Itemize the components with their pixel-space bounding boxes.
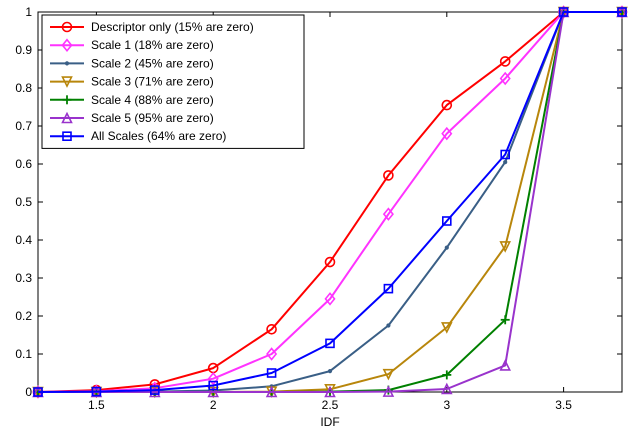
legend-item: Descriptor only (15% are zero) <box>50 20 254 34</box>
y-tick-label: 0.8 <box>15 81 32 95</box>
y-tick-label: 0.1 <box>15 347 32 361</box>
legend-label: Scale 3 (71% are zero) <box>91 75 214 89</box>
data-point-diamond <box>61 38 73 52</box>
series-line <box>38 11 622 393</box>
data-point-square <box>441 216 452 226</box>
legend-item: Scale 1 (18% are zero) <box>50 38 214 52</box>
data-point-triangle-down <box>382 368 395 381</box>
data-point-square <box>617 7 627 17</box>
data-point-dot <box>327 369 333 374</box>
data-point-dot <box>444 245 449 250</box>
data-point-circle <box>383 170 394 181</box>
data-point-circle <box>61 21 73 33</box>
data-point-circle <box>499 56 511 67</box>
legend-label: Scale 4 (88% are zero) <box>91 93 214 107</box>
data-point-triangle-up <box>382 385 395 397</box>
x-tick-label: 2.5 <box>322 398 339 412</box>
legend-item: Scale 4 (88% are zero) <box>50 93 214 107</box>
legend: Descriptor only (15% are zero) Scale 1 (1… <box>41 14 305 149</box>
data-point-square <box>33 387 43 397</box>
data-point-dot <box>386 323 391 328</box>
data-point-triangle-down <box>324 384 336 396</box>
series-line <box>37 11 622 393</box>
data-point-diamond <box>266 347 278 361</box>
data-point-circle <box>441 99 453 111</box>
data-point-triangle-up <box>149 385 161 398</box>
data-point-square <box>62 131 72 141</box>
legend-item: All Scales (64% are zero) <box>50 129 226 143</box>
y-tick-label: 0.7 <box>15 119 32 133</box>
data-point-triangle-down <box>441 322 453 334</box>
legend-label: All Scales (64% are zero) <box>91 129 226 143</box>
series-layer <box>32 5 628 399</box>
y-tick-label: 0.4 <box>15 233 32 247</box>
x-axis-label: IDF <box>320 415 339 429</box>
y-tick-label: 0.2 <box>15 309 32 323</box>
data-point-square <box>208 380 218 391</box>
data-point-dot <box>503 160 508 165</box>
data-point-diamond <box>441 126 453 141</box>
data-point-diamond <box>324 292 336 306</box>
data-point-triangle-up <box>499 359 511 371</box>
data-point-diamond <box>382 207 394 221</box>
data-point-plus <box>500 315 510 325</box>
data-point-square <box>325 338 335 349</box>
legend-item: Scale 2 (45% are zero) <box>50 56 214 70</box>
series <box>33 7 627 397</box>
data-point-square <box>383 283 394 294</box>
y-tick-label: 0 <box>25 385 32 399</box>
x-tick-label: 1.5 <box>88 398 105 412</box>
data-point-triangle-down <box>61 76 73 88</box>
data-point-triangle-up <box>61 111 73 124</box>
y-tick-label: 0.6 <box>15 157 32 171</box>
data-point-circle <box>266 323 277 335</box>
data-point-plus <box>62 95 72 105</box>
legend-label: Scale 1 (18% are zero) <box>91 38 214 52</box>
data-point-square <box>266 368 277 378</box>
data-point-square <box>91 386 102 397</box>
legend-label: Scale 2 (45% are zero) <box>91 56 214 70</box>
legend-item: Scale 3 (71% are zero) <box>50 75 214 89</box>
series-line <box>37 11 622 393</box>
data-point-plus <box>442 370 452 380</box>
data-point-triangle-down <box>499 241 511 253</box>
y-tick-label: 0.9 <box>15 43 32 57</box>
data-point-triangle-up <box>207 385 219 398</box>
data-point-diamond <box>207 371 219 386</box>
x-tick-label: 2 <box>210 398 217 412</box>
legend-item: Scale 5 (95% are zero) <box>50 111 214 125</box>
data-point-triangle-up <box>441 382 453 395</box>
data-point-triangle-up <box>324 385 336 398</box>
series-line <box>37 11 622 393</box>
data-point-diamond <box>499 71 511 86</box>
y-tick-label: 1 <box>25 5 32 19</box>
legend-label: Descriptor only (15% are zero) <box>91 20 254 34</box>
data-point-circle <box>324 256 336 268</box>
y-tick-label: 0.5 <box>15 195 32 209</box>
data-point-dot <box>64 61 70 66</box>
x-tick-label: 3 <box>443 398 450 412</box>
data-point-square <box>558 7 569 17</box>
data-point-square <box>500 149 511 160</box>
legend-box <box>41 14 305 149</box>
legend-label: Scale 5 (95% are zero) <box>91 111 214 125</box>
x-tick-label: 3.5 <box>555 398 572 412</box>
y-axis: 0 0.1 0.2 0.3 0.4 0.5 0.6 0.7 0.8 0.9 1 <box>15 5 622 399</box>
data-point-triangle-up <box>265 385 278 398</box>
data-point-square <box>150 385 160 395</box>
y-tick-label: 0.3 <box>15 271 32 285</box>
